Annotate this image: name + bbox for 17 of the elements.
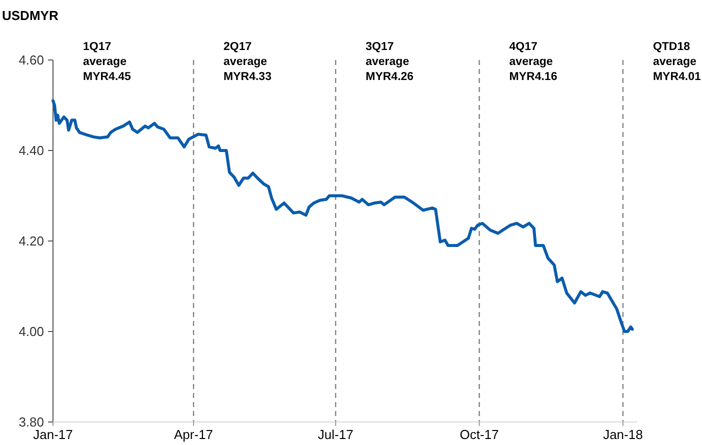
text: QTD18 average MYR4.01: [652, 41, 702, 83]
x-tick-label: Jan-18: [603, 427, 643, 442]
annotation: 1Q17 average MYR4.45: [83, 41, 132, 83]
x-tick-label: Jan-17: [33, 427, 73, 442]
y-tick-label: 3.80: [18, 414, 44, 430]
x-tick-label: Apr-17: [174, 427, 214, 442]
x-tick-label: Jul-17: [318, 427, 354, 442]
y-tick-label: 4.20: [18, 234, 44, 249]
y-tick-label: 4.00: [18, 324, 44, 340]
x-tick-label: Oct-17: [460, 427, 499, 442]
y-tick-label: 4.40: [18, 143, 44, 158]
y-tick-label: 4.60: [18, 52, 44, 68]
annotation: 2Q17 average MYR4.33: [224, 41, 272, 83]
line-series: [52, 99, 634, 333]
annotation: 3Q17 average MYR4.26: [366, 41, 414, 83]
chart-title: USDMYR: [2, 8, 59, 23]
annotation: 4Q17 average MYR4.16: [509, 41, 558, 83]
